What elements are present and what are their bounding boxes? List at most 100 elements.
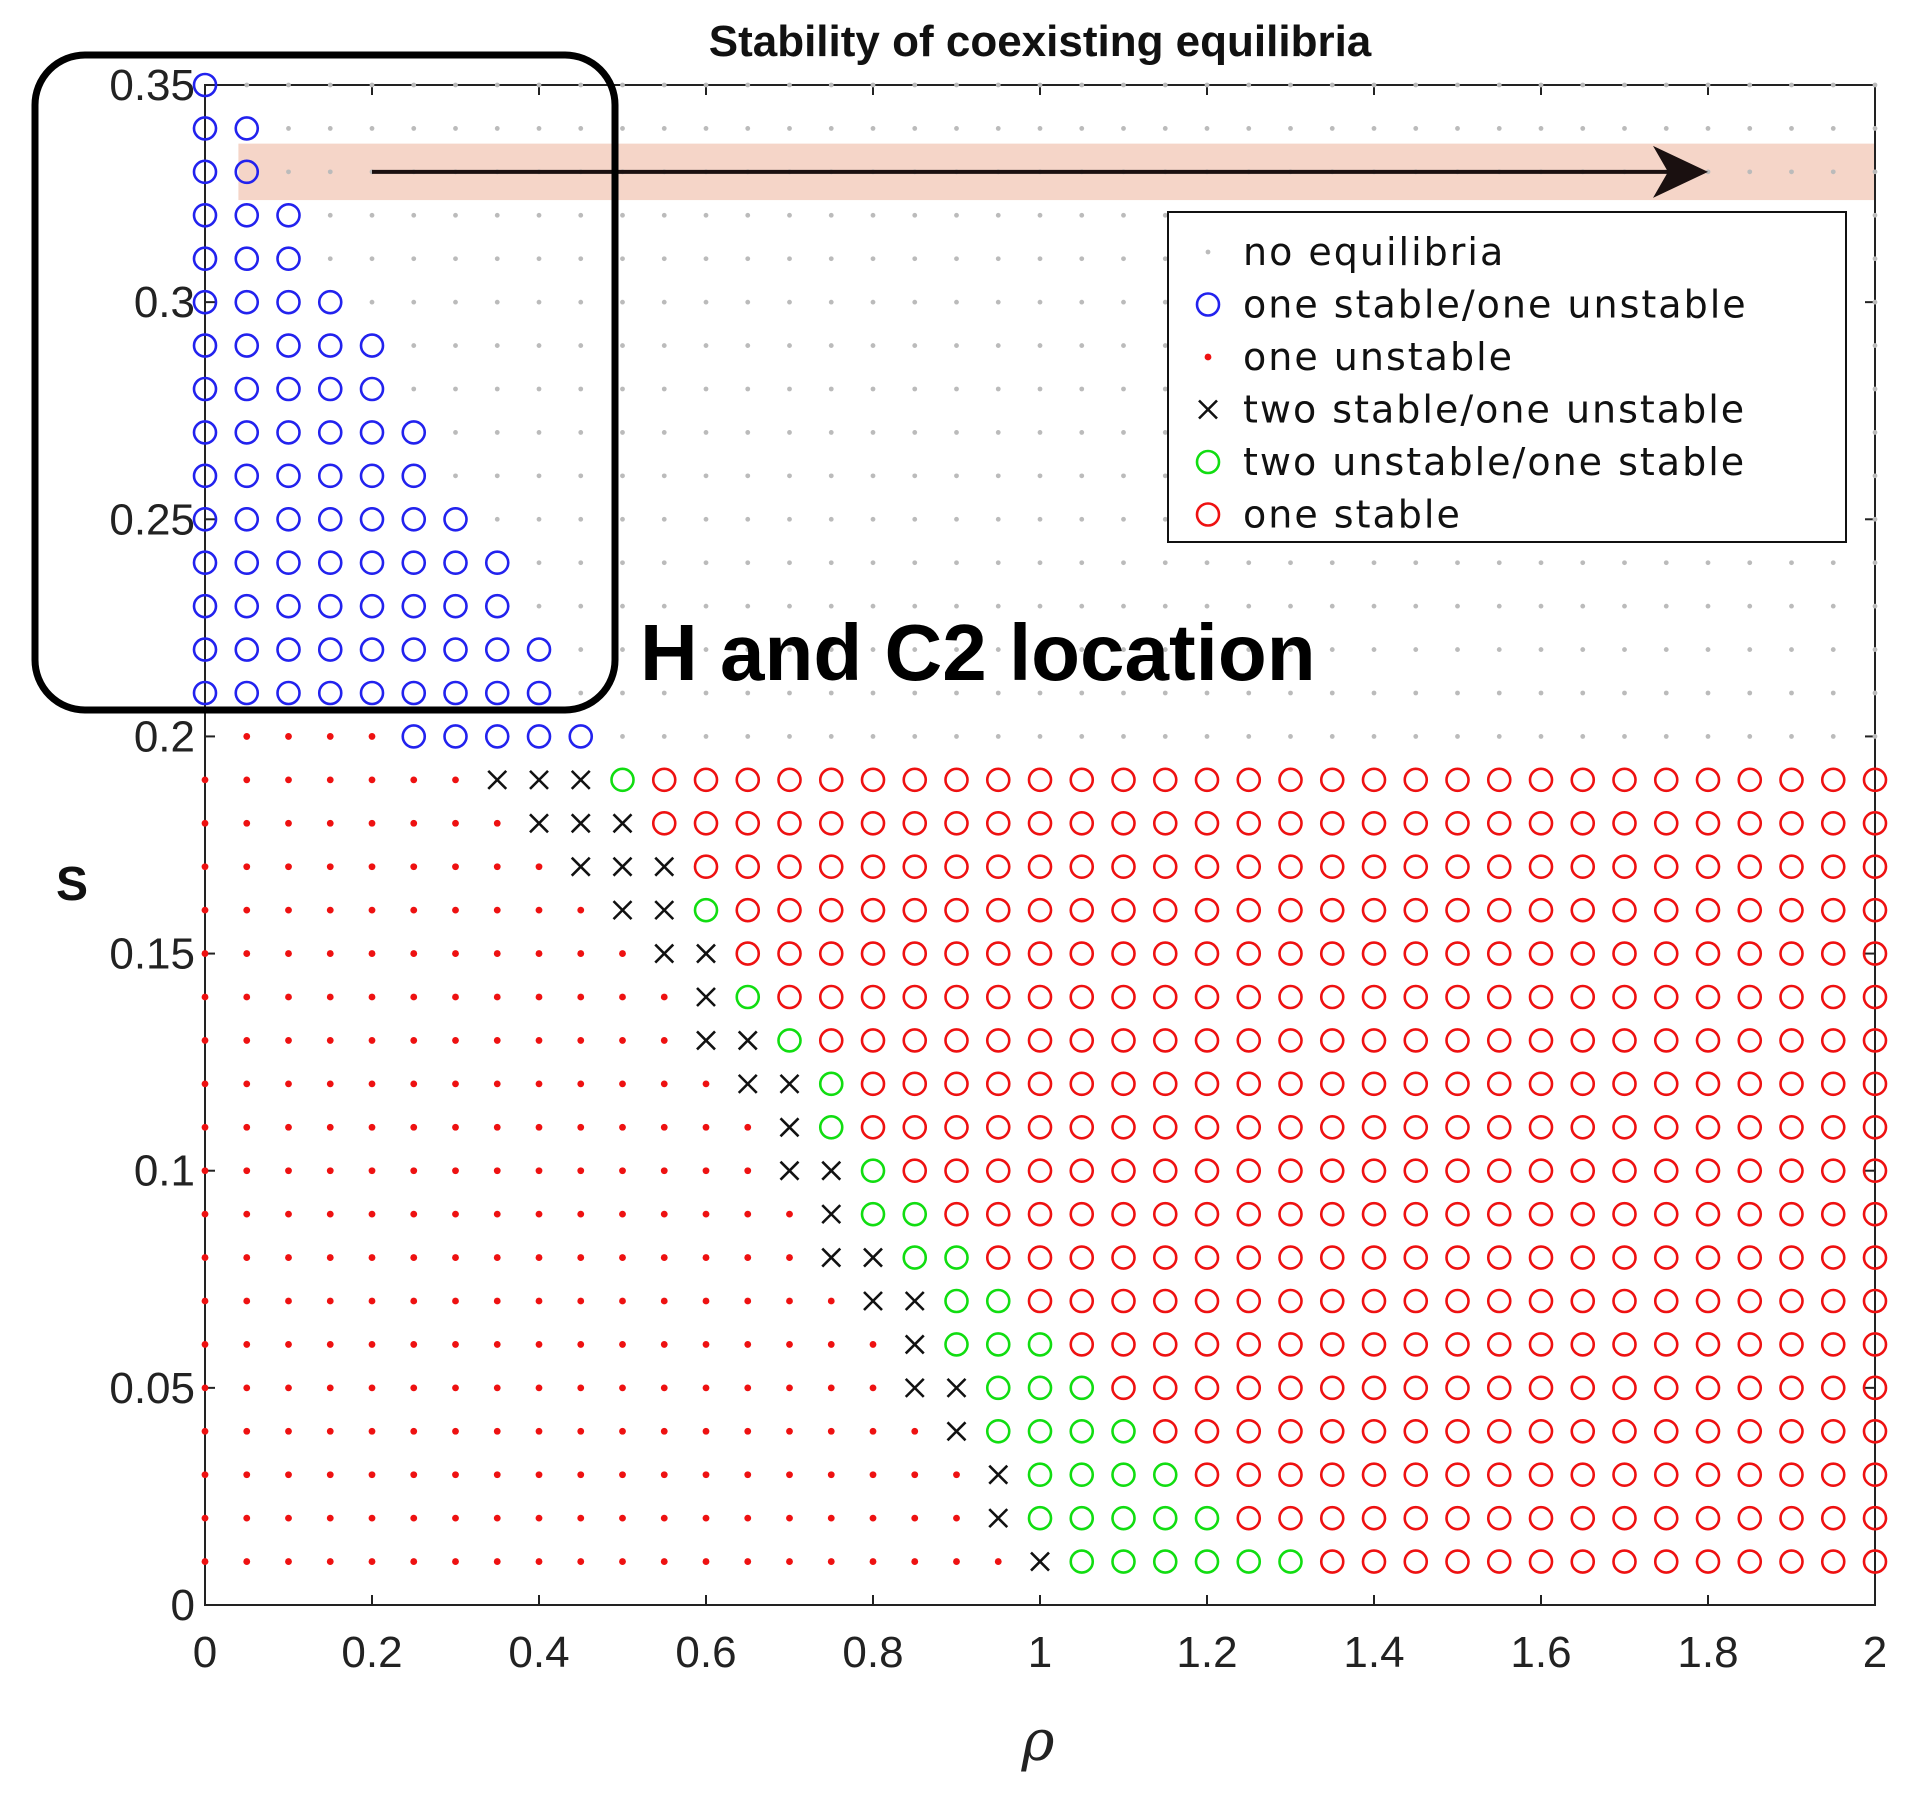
marker-reddot-dot xyxy=(744,1210,752,1218)
marker-none-dot xyxy=(1329,734,1335,739)
marker-red-circle xyxy=(902,767,928,793)
marker-none-dot xyxy=(1162,560,1168,566)
marker-blue-circle xyxy=(276,202,301,228)
marker-none-dot xyxy=(494,343,500,348)
marker-cross-stroke xyxy=(988,1464,1009,1485)
marker-red-circle xyxy=(1111,1028,1136,1053)
marker-none-dot xyxy=(286,82,291,88)
marker-red-circle xyxy=(1486,1028,1512,1053)
marker-none-dot xyxy=(828,473,834,479)
marker-none-dot xyxy=(954,82,959,88)
marker-none-dot xyxy=(703,690,709,696)
marker-blue-circle xyxy=(192,289,218,315)
marker-none-dot xyxy=(1204,560,1210,566)
marker-none-dot xyxy=(954,126,959,131)
marker-reddot-dot xyxy=(410,1514,418,1522)
marker-none-dot xyxy=(870,343,876,348)
marker-reddot-dot xyxy=(410,776,418,784)
overlay-layer xyxy=(31,51,1708,714)
marker-none-dot xyxy=(954,734,959,739)
marker-reddot-dot xyxy=(619,1080,626,1088)
marker-green-circle xyxy=(1111,1462,1136,1488)
marker-reddot-dot xyxy=(786,1341,793,1348)
marker-green-circle xyxy=(985,1418,1011,1444)
marker-blue-circle xyxy=(443,550,468,576)
marker-red-circle xyxy=(1820,810,1846,836)
marker-red-circle xyxy=(818,767,844,793)
marker-none-dot xyxy=(620,473,625,479)
marker-none-dot xyxy=(411,256,417,262)
marker-none-dot xyxy=(954,560,959,566)
marker-cross-stroke xyxy=(946,1421,967,1442)
marker-reddot-dot xyxy=(201,1080,209,1088)
marker-reddot-dot xyxy=(827,1427,835,1435)
marker-none-dot xyxy=(369,256,375,262)
marker-red-circle xyxy=(1403,854,1429,880)
marker-red-circle xyxy=(1319,1028,1345,1053)
marker-red-circle xyxy=(1445,1158,1470,1184)
marker-none-dot xyxy=(494,516,500,522)
marker-cross xyxy=(570,813,591,834)
marker-reddot-dot xyxy=(493,906,501,914)
marker-green-circle xyxy=(1152,1505,1178,1531)
marker-blue-circle xyxy=(359,680,385,706)
marker-green-circle xyxy=(735,984,761,1010)
marker-reddot-dot xyxy=(619,1341,626,1348)
marker-red-circle xyxy=(1486,1505,1512,1531)
marker-blue-circle xyxy=(317,593,343,619)
marker-none-dot xyxy=(1246,82,1252,88)
marker-none-dot xyxy=(870,256,876,262)
marker-blue-circle xyxy=(484,637,510,662)
marker-red-circle xyxy=(1194,810,1220,836)
marker-none-dot xyxy=(1663,603,1669,609)
marker-none-dot xyxy=(1246,647,1252,652)
marker-cross-stroke xyxy=(821,1204,842,1225)
marker-red-circle xyxy=(1612,1288,1637,1314)
marker-reddot-dot xyxy=(201,1210,209,1218)
marker-red-circle xyxy=(1486,1288,1512,1314)
marker-red-circle xyxy=(1069,984,1095,1010)
marker-red-circle xyxy=(735,941,761,966)
marker-none-dot xyxy=(1872,343,1878,348)
marker-red-circle xyxy=(1194,854,1220,880)
marker-reddot-dot xyxy=(243,993,251,1001)
marker-red-circle xyxy=(1528,854,1554,880)
marker-cross xyxy=(821,1160,842,1181)
marker-none-dot xyxy=(1538,690,1544,696)
marker-blue-circle xyxy=(234,550,260,576)
marker-none-dot xyxy=(870,734,876,739)
marker-red-circle xyxy=(1361,984,1387,1010)
marker-reddot-dot xyxy=(243,1341,251,1348)
marker-none-dot xyxy=(703,647,709,652)
marker-red-circle xyxy=(1361,897,1387,923)
marker-none-dot xyxy=(703,516,709,522)
marker-none-dot xyxy=(1538,603,1544,609)
marker-reddot-dot xyxy=(201,1037,209,1044)
marker-none-dot xyxy=(787,734,792,739)
marker-red-circle xyxy=(1528,897,1554,923)
marker-none-dot xyxy=(912,690,918,696)
marker-red-circle xyxy=(1862,941,1888,966)
marker-none-dot xyxy=(1413,82,1419,88)
marker-reddot-dot xyxy=(410,950,418,957)
marker-none-dot xyxy=(578,82,584,88)
marker-red-circle xyxy=(1361,1201,1387,1227)
marker-red-circle xyxy=(902,810,928,836)
marker-blue-circle xyxy=(234,202,260,228)
marker-none-dot xyxy=(828,690,834,696)
marker-red-circle xyxy=(1069,810,1095,836)
marker-blue-circle xyxy=(359,333,385,358)
marker-red-circle xyxy=(1236,1028,1262,1053)
marker-none-dot xyxy=(453,430,458,435)
marker-none-dot xyxy=(661,82,667,88)
marker-reddot-dot xyxy=(493,1514,501,1522)
marker-red-circle xyxy=(1695,1375,1721,1401)
marker-red-circle xyxy=(1695,984,1721,1010)
marker-none-dot xyxy=(995,299,1001,305)
marker-none-dot xyxy=(1121,516,1126,522)
marker-blue-circle xyxy=(401,506,427,532)
marker-red-circle xyxy=(1236,854,1262,880)
marker-reddot-dot xyxy=(827,1558,835,1565)
marker-red-circle xyxy=(902,1071,928,1097)
marker-reddot-dot xyxy=(827,1297,835,1305)
